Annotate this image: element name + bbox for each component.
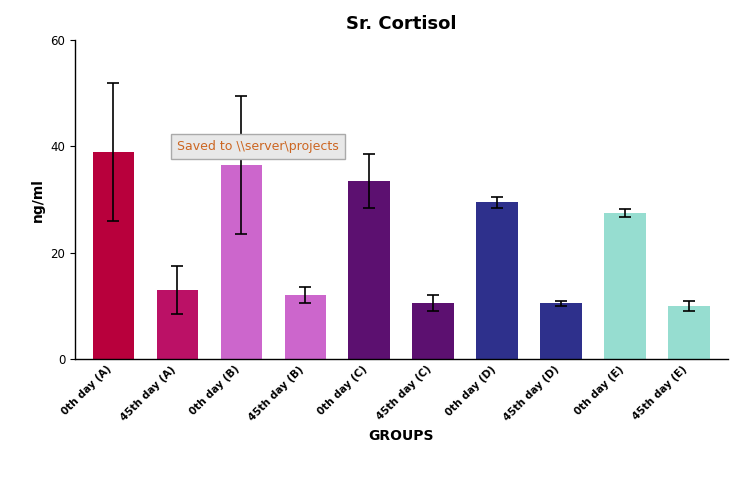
X-axis label: GROUPS: GROUPS	[368, 429, 434, 443]
Bar	[668, 306, 710, 359]
Bar	[220, 165, 262, 359]
Bar	[541, 303, 582, 359]
Bar	[476, 202, 518, 359]
Y-axis label: ng/ml: ng/ml	[31, 178, 45, 222]
Bar	[349, 181, 390, 359]
Bar	[284, 295, 326, 359]
Bar	[604, 213, 646, 359]
Text: Saved to \\server\projects: Saved to \\server\projects	[177, 140, 339, 153]
Title: Sr. Cortisol: Sr. Cortisol	[346, 15, 457, 33]
Bar	[413, 303, 454, 359]
Bar	[92, 152, 134, 359]
Bar	[157, 290, 198, 359]
